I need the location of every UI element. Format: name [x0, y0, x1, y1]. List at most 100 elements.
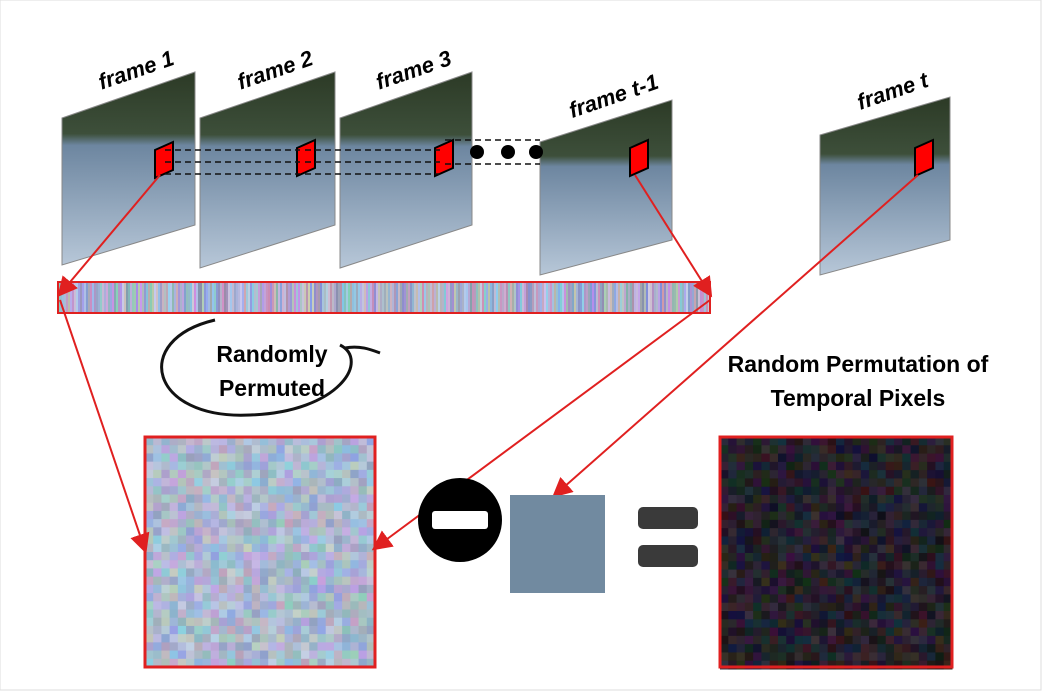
mosaic-cell	[359, 519, 368, 528]
mosaic-cell	[276, 642, 285, 651]
mosaic-cell	[178, 495, 187, 504]
mosaic-cell	[753, 578, 762, 587]
mosaic-cell	[902, 445, 911, 454]
bar-stripe	[154, 282, 156, 313]
mosaic-cell	[853, 512, 862, 521]
bar-stripe	[236, 282, 238, 313]
mosaic-cell	[268, 610, 277, 619]
mosaic-cell	[359, 486, 368, 495]
bar-stripe	[396, 282, 398, 313]
mosaic-cell	[902, 594, 911, 603]
bar-stripe	[380, 282, 382, 313]
mosaic-cell	[778, 578, 787, 587]
mosaic-cell	[811, 561, 820, 570]
mosaic-cell	[927, 578, 936, 587]
bar-stripe	[574, 282, 576, 313]
mosaic-cell	[211, 486, 220, 495]
bar-stripe	[148, 282, 150, 313]
mosaic-cell	[853, 454, 862, 463]
mosaic-cell	[894, 462, 903, 471]
mosaic-cell	[811, 445, 820, 454]
mosaic-cell	[728, 570, 737, 579]
mosaic-cell	[737, 462, 746, 471]
mosaic-cell	[728, 503, 737, 512]
mosaic-cell	[153, 511, 162, 520]
mosaic-cell	[334, 618, 343, 627]
bar-stripe	[146, 282, 148, 313]
mosaic-cell	[761, 503, 770, 512]
mosaic-cell	[877, 545, 886, 554]
mosaic-cell	[211, 453, 220, 462]
bar-stripe	[408, 282, 410, 313]
mosaic-cell	[770, 652, 779, 661]
mosaic-cell	[342, 634, 351, 643]
mosaic-cell	[919, 478, 928, 487]
mosaic-cell	[334, 470, 343, 479]
mosaic-cell	[795, 462, 804, 471]
mosaic-cell	[194, 445, 203, 454]
mosaic-cell	[342, 610, 351, 619]
mosaic-cell	[894, 520, 903, 529]
mosaic-cell	[778, 644, 787, 653]
mosaic-cell	[919, 445, 928, 454]
bar-stripe	[508, 282, 510, 313]
mosaic-cell	[811, 603, 820, 612]
mosaic-cell	[861, 570, 870, 579]
mosaic-cell	[276, 577, 285, 586]
mosaic-cell	[877, 478, 886, 487]
bar-stripe	[276, 282, 278, 313]
mosaic-cell	[886, 462, 895, 471]
mosaic-cell	[301, 495, 310, 504]
mosaic-cell	[728, 536, 737, 545]
mosaic-cell	[301, 577, 310, 586]
bar-stripe	[506, 282, 508, 313]
bar-stripe	[82, 282, 84, 313]
mosaic-cell	[935, 545, 944, 554]
mosaic-cell	[268, 495, 277, 504]
mosaic-cell	[211, 560, 220, 569]
mosaic-cell	[778, 603, 787, 612]
mosaic-cell	[186, 642, 195, 651]
mosaic-cell	[203, 642, 212, 651]
mosaic-cell	[301, 568, 310, 577]
mosaic-cell	[728, 512, 737, 521]
mosaic-cell	[770, 462, 779, 471]
bar-stripe	[400, 282, 402, 313]
mosaic-cell	[350, 552, 359, 561]
bar-stripe	[256, 282, 258, 313]
mosaic-cell	[861, 503, 870, 512]
mosaic-cell	[153, 503, 162, 512]
mosaic-cell	[342, 462, 351, 471]
permuted-mosaic	[145, 437, 376, 668]
bar-stripe	[208, 282, 210, 313]
mosaic-cell	[819, 652, 828, 661]
mosaic-cell	[244, 544, 253, 553]
mosaic-cell	[761, 454, 770, 463]
mosaic-cell	[309, 651, 318, 660]
mosaic-cell	[285, 470, 294, 479]
bar-stripe	[570, 282, 572, 313]
mosaic-cell	[877, 594, 886, 603]
mosaic-cell	[285, 478, 294, 487]
mosaic-cell	[219, 651, 228, 660]
mosaic-cell	[828, 628, 837, 637]
mosaic-cell	[309, 552, 318, 561]
mosaic-cell	[753, 487, 762, 496]
mosaic-cell	[350, 544, 359, 553]
mosaic-cell	[153, 536, 162, 545]
mosaic-cell	[869, 487, 878, 496]
mosaic-cell	[260, 642, 269, 651]
mosaic-cell	[219, 610, 228, 619]
mosaic-cell	[326, 478, 335, 487]
mosaic-cell	[211, 519, 220, 528]
bar-stripe	[114, 282, 116, 313]
mosaic-cell	[276, 536, 285, 545]
mosaic-cell	[911, 644, 920, 653]
bar-stripe	[378, 282, 380, 313]
mosaic-cell	[260, 560, 269, 569]
mosaic-cell	[753, 478, 762, 487]
mosaic-cell	[902, 553, 911, 562]
mosaic-cell	[753, 603, 762, 612]
mosaic-cell	[318, 593, 327, 602]
mosaic-cell	[745, 636, 754, 645]
